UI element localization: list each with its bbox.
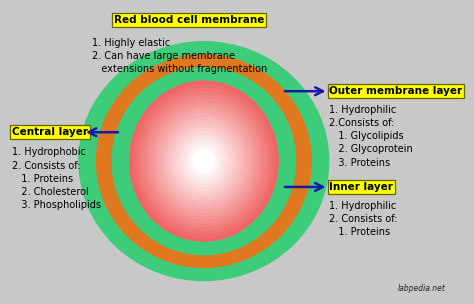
Ellipse shape [152, 106, 255, 216]
Ellipse shape [186, 142, 222, 180]
Ellipse shape [111, 67, 296, 255]
Ellipse shape [136, 88, 272, 234]
Ellipse shape [179, 135, 228, 188]
Ellipse shape [132, 84, 275, 238]
Text: labpedia.net: labpedia.net [398, 284, 446, 293]
Ellipse shape [78, 41, 329, 281]
Ellipse shape [156, 109, 252, 213]
Text: Inner layer: Inner layer [329, 182, 393, 192]
Ellipse shape [163, 117, 245, 206]
Ellipse shape [142, 95, 265, 227]
Ellipse shape [146, 98, 262, 224]
Text: 1. Hydrophobic
2. Consists of:
   1. Proteins
   2. Cholesterol
   3. Phospholip: 1. Hydrophobic 2. Consists of: 1. Protei… [12, 147, 101, 210]
Text: 1. Hydrophilic
2.Consists of:
   1. Glycolipids
   2. Glycoprotein
   3. Protein: 1. Hydrophilic 2.Consists of: 1. Glycoli… [329, 105, 413, 168]
Ellipse shape [176, 131, 232, 191]
Ellipse shape [96, 54, 312, 268]
Text: Central layer: Central layer [12, 127, 88, 137]
Ellipse shape [182, 138, 225, 184]
Ellipse shape [129, 81, 279, 242]
Ellipse shape [159, 113, 248, 209]
Ellipse shape [192, 149, 215, 173]
Ellipse shape [169, 124, 238, 199]
Text: 1. Highly elastic
2. Can have large membrane
   extensions without fragmentation: 1. Highly elastic 2. Can have large memb… [92, 38, 268, 74]
Ellipse shape [166, 120, 242, 202]
Ellipse shape [149, 102, 259, 220]
Text: 1. Hydrophilic
2. Consists of:
   1. Proteins: 1. Hydrophilic 2. Consists of: 1. Protei… [329, 201, 398, 237]
Ellipse shape [173, 127, 235, 195]
Text: Red blood cell membrane: Red blood cell membrane [114, 15, 264, 25]
Text: Outer membrane layer: Outer membrane layer [329, 86, 463, 96]
Ellipse shape [139, 92, 269, 231]
Ellipse shape [189, 145, 219, 177]
Ellipse shape [129, 81, 279, 242]
